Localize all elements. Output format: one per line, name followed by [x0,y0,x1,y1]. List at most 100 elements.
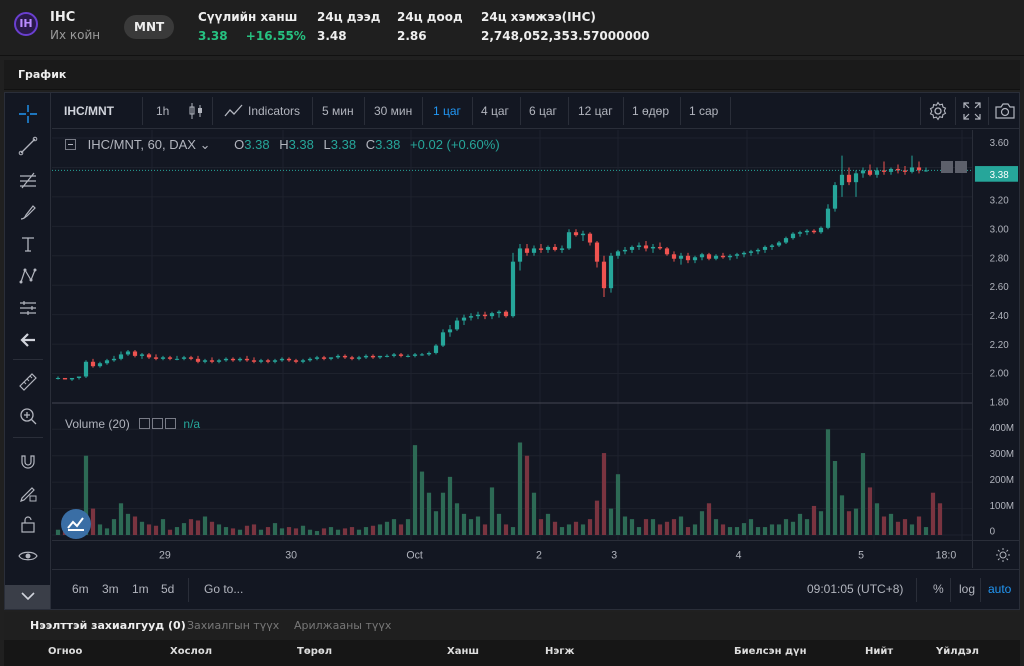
settings-gear-icon[interactable] [928,101,948,121]
pattern-tool-icon[interactable] [15,263,41,289]
arrow-left-icon[interactable] [15,327,41,353]
tab-trade-history[interactable]: Арилжааны түүх [294,619,392,632]
price-tick-label: 2.80 [990,253,1010,264]
log-scale-toggle[interactable]: log [959,582,976,596]
candle-body [755,249,761,252]
percent-scale-toggle[interactable]: % [933,582,944,596]
legend-dropdown-icon[interactable]: ⌄ [199,137,211,152]
volume-bar [132,516,138,535]
ruler-tool-icon[interactable] [15,369,41,395]
volume-bar [258,529,264,535]
volume-bar [804,519,810,535]
timeframe-6h[interactable]: 6 цаг [529,104,557,118]
volume-bar [580,524,586,535]
bottom-divider [950,578,951,602]
tool-divider [13,437,43,438]
legend-title[interactable]: IHC/MNT, 60, DAX [87,137,196,152]
timeframe-1d[interactable]: 1 өдөр [632,104,670,118]
column-price: Ханш [447,646,479,657]
candle-body [286,358,292,361]
interval-button[interactable]: 1h [156,104,170,118]
volume-bar [279,528,285,535]
time-axis[interactable]: 29 30 Oct 2 3 4 5 18:0 [52,540,972,568]
range-6m[interactable]: 6m [72,582,89,596]
volume-legend-title[interactable]: Volume (20) [65,417,130,431]
low-stat: 24ц доод 2.86 [397,10,463,43]
auto-scale-toggle[interactable]: auto [988,582,1012,596]
volume-tick-label: 300M [990,449,1014,460]
candle-body [825,208,831,228]
volume-value: 2,748,052,353.57000000 [481,29,650,43]
volume-stat: 24ц хэмжээ(IHC) 2,748,052,353.57000000 [481,10,650,43]
volume-bar [342,528,348,535]
candle-style-icon[interactable] [188,102,204,120]
chart-top-toolbar: IHC/MNT 1h Indicators 5 мин 30 мин 1 цаг… [52,93,1019,129]
candle-body [923,170,929,172]
volume-bar [482,524,488,535]
legend-collapse-icon[interactable] [65,139,76,150]
volume-bar [755,527,761,535]
timeframe-12h[interactable]: 12 цаг [578,104,613,118]
volume-bar [594,500,600,535]
price-axis[interactable]: 3.603.403.203.002.802.602.402.202.001.80… [972,130,1019,540]
candle-body [104,360,110,364]
coin-info[interactable]: IHC Их койн [50,10,100,42]
quote-currency-pill[interactable]: MNT [124,15,175,39]
volume-bar [335,529,341,535]
indicators-button[interactable]: Indicators [248,104,301,118]
candle-body [265,360,271,362]
tab-order-history[interactable]: Захиалгын түүх [187,619,280,632]
timeframe-5m[interactable]: 5 мин [322,104,354,118]
prediction-tool-icon[interactable] [15,295,41,321]
chart-action-icons[interactable] [941,161,967,176]
tradingview-logo-icon[interactable] [61,509,91,539]
candle-body [769,245,775,247]
clock-readout[interactable]: 09:01:05 (UTC+8) [807,582,904,596]
volume-bar [874,503,880,535]
eye-icon[interactable] [15,543,41,569]
volume-bar [706,503,712,535]
candle-body [377,355,383,358]
volume-bar [167,529,173,535]
column-amount: Нэгж [545,646,575,657]
volume-tick-label: 200M [990,475,1014,486]
volume-bar [510,527,516,535]
symbol-search-button[interactable]: IHC/MNT [64,104,114,118]
chart-section-header: График [4,60,1020,90]
brush-tool-icon[interactable] [15,199,41,225]
magnet-icon[interactable] [15,449,41,475]
volume-bar [496,513,502,535]
goto-button[interactable]: Go to... [204,582,244,596]
candle-body [636,245,642,247]
axis-corner[interactable] [972,540,1019,568]
volume-bar [720,524,726,535]
low-label: 24ц доод [397,10,463,24]
lock-drawing-icon[interactable] [15,481,41,507]
camera-icon[interactable] [994,101,1016,121]
collapse-toolbar-icon[interactable] [5,585,50,609]
volume-bar [699,511,705,535]
timeframe-1mo[interactable]: 1 сар [689,104,719,118]
fullscreen-icon[interactable] [962,101,982,121]
indicators-icon[interactable] [224,102,244,120]
crosshair-tool-icon[interactable] [15,101,41,127]
price-volume-plot[interactable] [52,130,972,540]
range-1m[interactable]: 1m [132,582,149,596]
tab-open-orders[interactable]: Нээлттэй захиалгууд (0) [30,619,186,632]
candle-body [804,230,810,233]
volume-bar [440,492,446,535]
volume-settings-icons[interactable] [139,418,177,432]
timeframe-30m[interactable]: 30 мин [374,104,413,118]
column-pair: Хослол [170,646,213,657]
zoom-in-icon[interactable] [15,403,41,429]
volume-bar [377,524,383,535]
trend-line-tool-icon[interactable] [15,133,41,159]
range-3m[interactable]: 3m [102,582,119,596]
timeframe-4h[interactable]: 4 цаг [481,104,509,118]
range-5d[interactable]: 5d [161,582,175,596]
text-tool-icon[interactable] [15,231,41,257]
volume-bar [111,519,117,535]
fib-tool-icon[interactable] [15,167,41,193]
timeframe-1h[interactable]: 1 цаг [433,104,461,118]
lock-icon[interactable] [15,511,41,537]
